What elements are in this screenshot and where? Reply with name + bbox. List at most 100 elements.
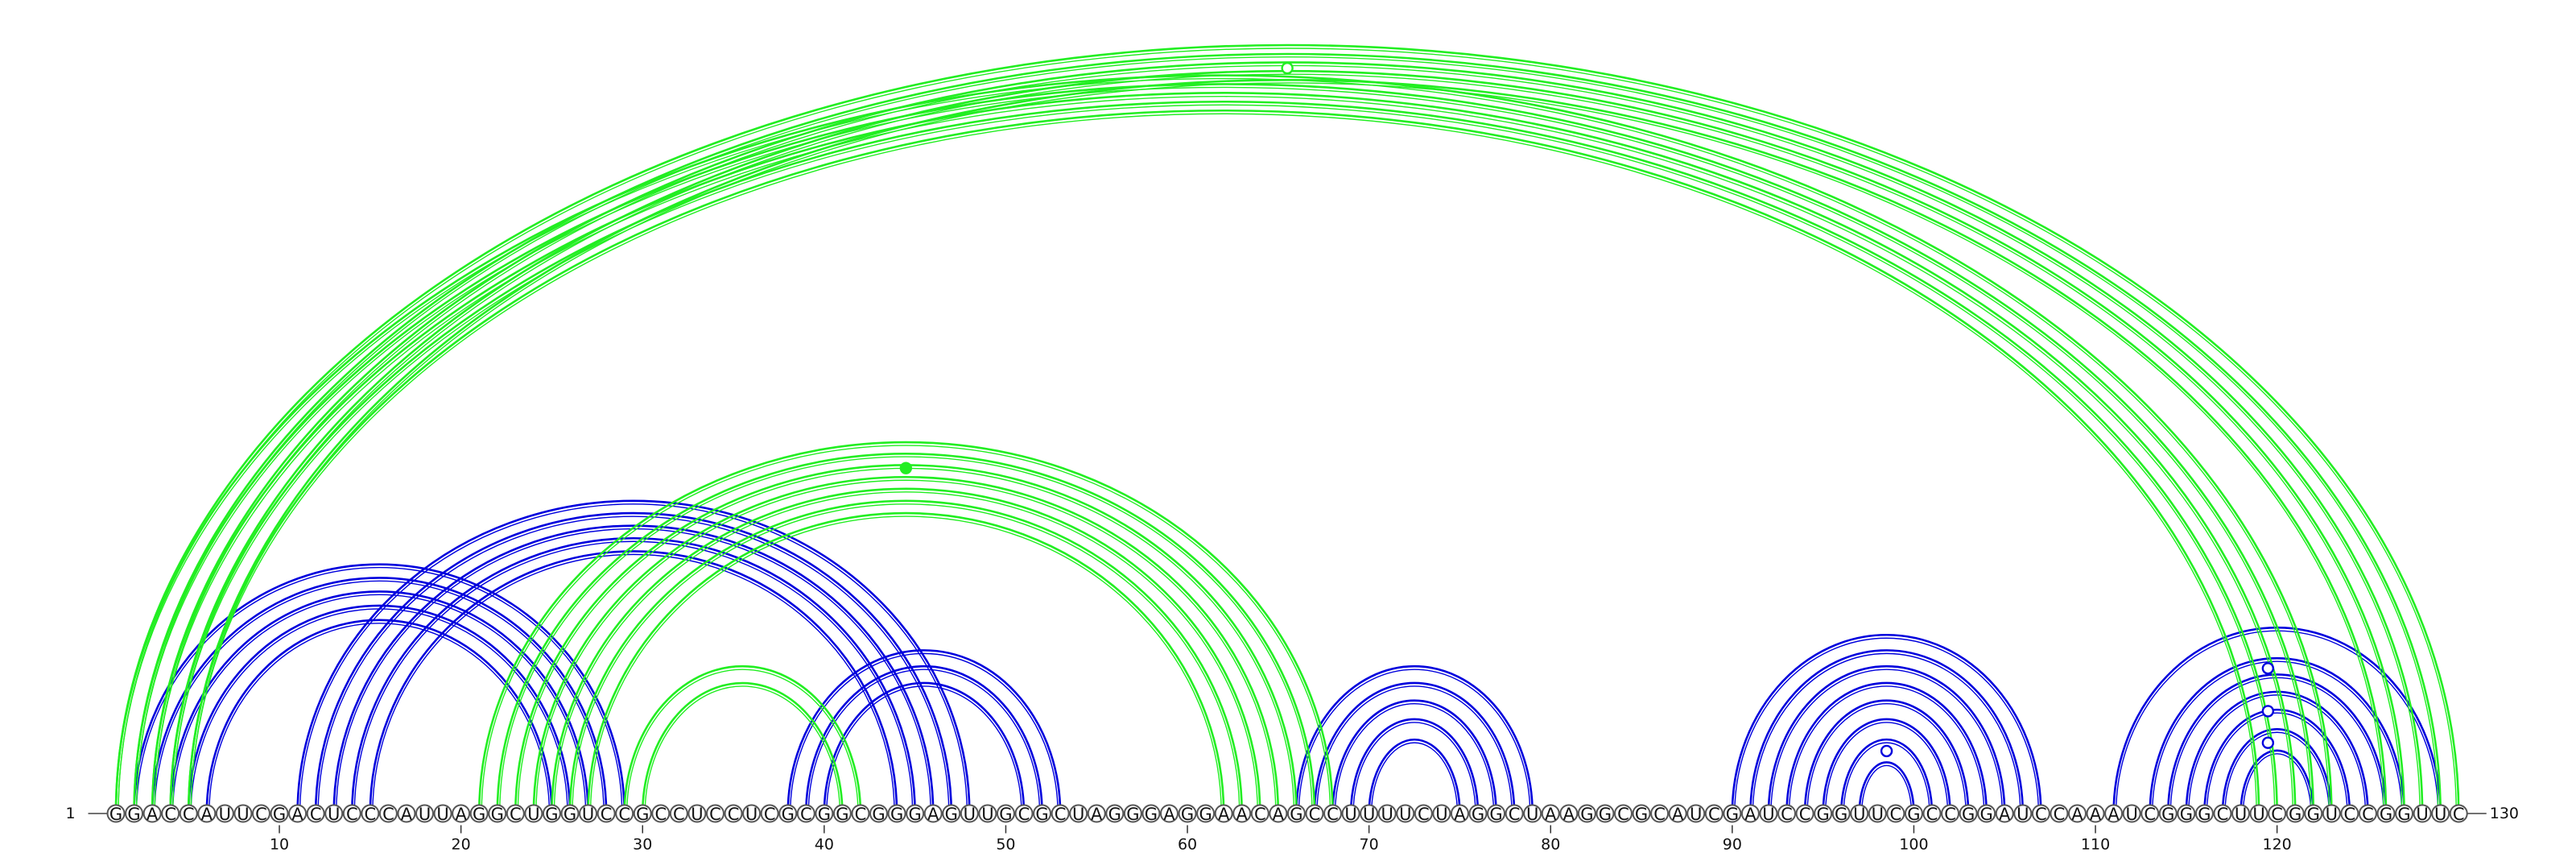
nucleotide-98: U [1872,805,1884,824]
nucleotide-45: G [908,805,921,824]
tick-label-70: 70 [1360,836,1379,854]
nucleotide-24: U [527,805,539,824]
nucleotide-51: C [1018,805,1030,824]
base-pair-arc-inner-2-122 [135,86,2312,814]
nucleotide-72-circle [1396,804,1415,823]
nucleotide-115: G [2180,805,2193,824]
nucleotide-38: G [782,805,795,824]
nucleotide-27: U [582,805,594,824]
nucleotide-22-circle [488,804,507,823]
base-pair-arc-11-48 [296,499,971,814]
tick-label-40: 40 [815,836,834,854]
nucleotide-18: U [419,805,431,824]
base-pair-arc-inner-27-62 [589,515,1222,814]
nucleotide-102-circle [1941,804,1960,823]
nucleotide-23: C [510,805,522,824]
nucleotide-57: G [1126,805,1139,824]
nucleotide-11: A [291,805,303,824]
base-pair-arc-inner-39-52 [807,669,1041,814]
base-pair-arc-inner-96-101 [1843,742,1930,814]
nucleotide-92: U [1762,805,1774,824]
nucleotide-98-circle [1868,804,1887,823]
nucleotide-94-circle [1795,804,1814,823]
nucleotide-121: G [2289,805,2301,824]
nucleotide-79: U [1526,805,1538,824]
base-pair-arc-inner-93-104 [1788,685,1985,814]
nucleotide-61-circle [1196,804,1216,823]
nucleotide-104-circle [1977,804,1996,823]
base-pair-arc-inner-14-45 [353,540,914,814]
nucleotide-63-circle [1232,804,1252,823]
nucleotide-101: C [1926,805,1938,824]
nucleotide-111: A [2107,805,2120,824]
nucleotide-89-circle [1704,804,1724,823]
base-pair-arc-inner-5-119 [190,113,2257,814]
arc-marker-4 [2261,736,2275,749]
nucleotide-6: A [201,805,213,824]
nucleotide-50: G [999,805,1012,824]
nucleotide-124-circle [2340,804,2359,823]
base-pair-arc-inner-3-121 [154,95,2293,814]
nucleotide-92-circle [1759,804,1778,823]
tick-axis: 10 20 30 40 50 60 70 80 90 100 110 120 [270,825,2292,854]
nucleotide-68-circle [1323,804,1343,823]
nucleotide-30: G [636,805,649,824]
nucleotide-113: C [2144,805,2156,824]
base-pair-arc-inner-4-120 [171,104,2276,814]
nucleotide-96: G [1835,805,1847,824]
nucleotide-32-circle [669,804,688,823]
base-pair-arc-39-52 [804,664,1043,814]
base-pair-arc-inner-5-26 [190,608,568,814]
nucleotide-31-circle [651,804,671,823]
nucleotide-113-circle [2140,804,2160,823]
base-pair-arc-inner-90-107 [1734,637,2040,814]
nucleotide-39: C [800,805,812,824]
nucleotide-52-circle [1033,804,1052,823]
nucleotide-35-circle [724,804,743,823]
nucleotide-10: G [273,805,286,824]
base-pair-arc-66-79 [1295,664,1534,814]
nucleotide-65: A [1273,805,1285,824]
base-pair-arc-97-100 [1858,761,1915,814]
nucleotide-97: U [1853,805,1865,824]
nucleotide-21-circle [469,804,489,823]
nucleotide-82: G [1580,805,1593,824]
base-pair-arc-91-106 [1749,649,2025,814]
nucleotide-43: G [872,805,885,824]
nucleotide-2: G [127,805,140,824]
base-pair-arc-3-121 [151,91,2297,814]
nucleotide-30-circle [633,804,652,823]
base-pair-arc-5-126 [187,78,2388,814]
nucleotide-76: G [1472,805,1484,824]
base-pair-arc-inner-38-53 [790,652,1059,814]
nucleotide-99: C [1890,805,1902,824]
nucleotide-1: G [109,805,122,824]
nucleotide-62: A [1218,805,1230,824]
nucleotide-38-circle [778,804,798,823]
tick-label-100: 100 [1899,836,1928,854]
base-pair-arc-inner-30-41 [644,685,841,814]
nucleotide-5-circle [179,804,198,823]
nucleotide-91: A [1744,805,1757,824]
base-pair-arc-93-104 [1785,681,1988,814]
nucleotide-9-circle [251,804,270,823]
nucleotide-34-circle [705,804,724,823]
base-pair-arc-inner-3-128 [154,64,2421,814]
nucleotide-130-circle [2449,804,2468,823]
nucleotide-116: G [2198,805,2211,824]
nucleotide-91-circle [1740,804,1760,823]
base-pair-arc-3-28 [151,577,608,814]
nucleotide-21: G [473,805,485,824]
nucleotide-69-circle [1341,804,1360,823]
nucleotide-7-circle [215,804,234,823]
nucleotide-89: C [1708,805,1720,824]
nucleotide-95-circle [1814,804,1833,823]
markers-layer [899,61,2275,758]
nucleotide-117: C [2217,805,2229,824]
nucleotide-56: G [1108,805,1121,824]
nucleotide-49-circle [978,804,997,823]
nucleotide-125: C [2362,805,2374,824]
base-pair-arc-4-27 [169,590,589,814]
nucleotide-107-circle [2031,804,2050,823]
nucleotide-10-circle [270,804,289,823]
